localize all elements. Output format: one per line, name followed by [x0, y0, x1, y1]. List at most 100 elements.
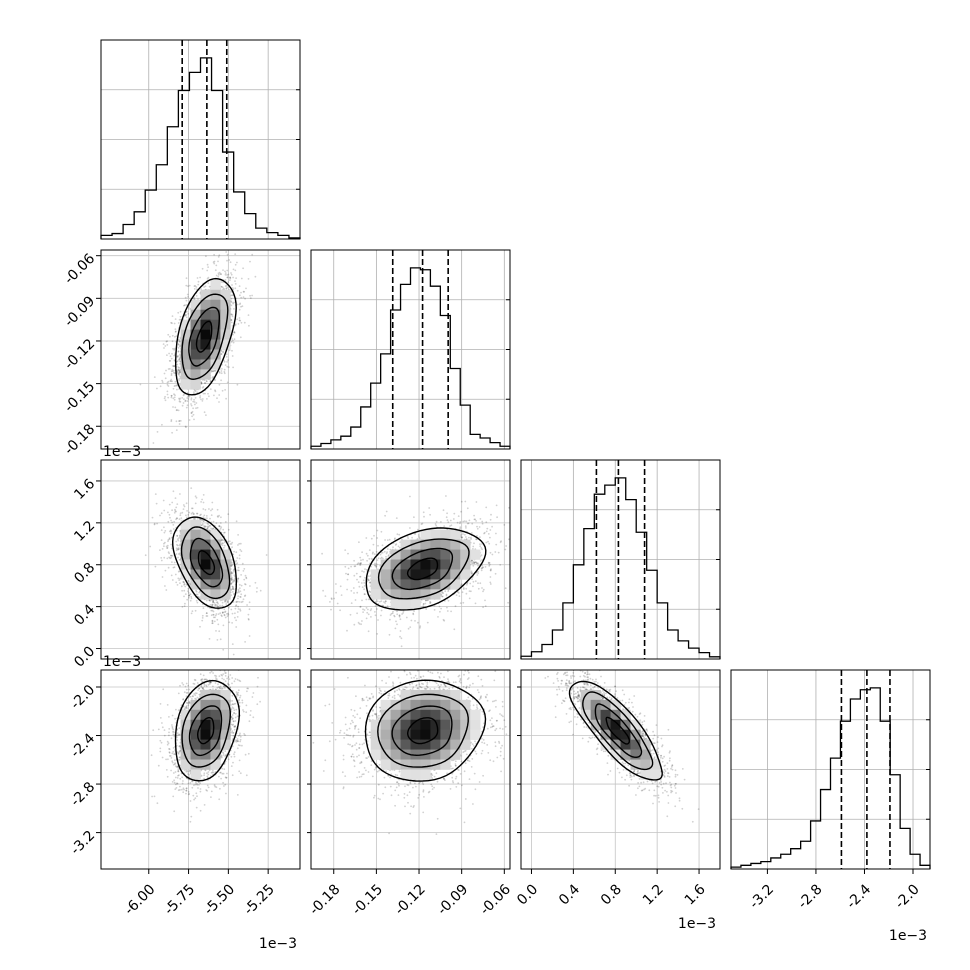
sample-point [464, 500, 467, 503]
sample-point [166, 546, 169, 549]
sample-point [234, 324, 237, 327]
sample-point [179, 397, 182, 400]
sample-point [429, 600, 431, 603]
sample-point [193, 298, 195, 300]
sample-point [211, 609, 214, 612]
sample-point [241, 600, 244, 603]
sample-point [229, 261, 232, 264]
sample-point [217, 613, 220, 615]
sample-point [243, 595, 246, 597]
sample-point [232, 288, 235, 291]
sample-point [176, 548, 179, 551]
sample-point [206, 527, 209, 530]
sample-point [209, 380, 212, 383]
sample-point [208, 508, 210, 510]
sample-point [179, 512, 182, 515]
sample-point [187, 398, 190, 400]
sample-point [259, 589, 262, 592]
sample-point [224, 611, 226, 614]
density-cell [210, 309, 221, 320]
hist-panel-0 [100, 39, 301, 240]
sample-point [178, 345, 181, 348]
sample-point [230, 321, 233, 324]
sample-point [442, 618, 445, 621]
sample-point [191, 507, 194, 510]
sample-point [429, 601, 432, 604]
sample-point [177, 354, 179, 357]
sample-point [166, 557, 169, 560]
sample-point [221, 544, 224, 547]
sample-point [175, 553, 178, 555]
sample-point [179, 363, 182, 365]
sample-point [230, 272, 232, 274]
sample-point [167, 380, 170, 383]
sample-point [205, 599, 208, 602]
sample-point [194, 609, 197, 612]
sample-point [185, 284, 188, 287]
sample-point [214, 379, 216, 382]
sample-point [240, 291, 242, 294]
sample-point [182, 508, 185, 510]
sample-point [470, 532, 473, 534]
sample-point [190, 487, 193, 489]
sample-point [462, 588, 465, 590]
sample-point [188, 583, 191, 585]
sample-point [215, 522, 218, 525]
sample-point [170, 380, 172, 383]
density-cell [200, 529, 211, 540]
sample-point [208, 525, 211, 527]
sample-point [228, 245, 230, 247]
sample-point [239, 608, 242, 611]
sample-point [447, 521, 450, 523]
sample-point [174, 508, 176, 511]
sample-point [222, 287, 225, 290]
sample-point [231, 578, 234, 581]
sample-point [175, 547, 178, 550]
sample-point [163, 347, 165, 349]
contour-line [181, 293, 229, 381]
sample-point [197, 298, 199, 300]
sample-point [236, 562, 239, 565]
sample-point [482, 566, 485, 569]
sample-point [224, 279, 227, 281]
sample-point [231, 581, 234, 583]
sample-point [209, 388, 212, 390]
sample-point [389, 614, 392, 616]
sample-point [213, 253, 216, 256]
sample-point [217, 275, 220, 278]
sample-point [212, 600, 214, 603]
sample-point [249, 294, 252, 297]
sample-point [217, 272, 220, 275]
sample-point [368, 558, 371, 560]
sample-point [163, 531, 166, 534]
sample-point [223, 544, 226, 547]
sample-point [170, 556, 173, 559]
sample-point [232, 276, 235, 279]
sample-point [170, 374, 173, 377]
sample-point [480, 554, 483, 556]
sample-point [218, 254, 221, 257]
density-cell [190, 349, 201, 360]
sample-point [244, 583, 246, 585]
sample-point [249, 297, 252, 299]
sample-point [240, 321, 243, 324]
sample-point [228, 366, 230, 368]
sample-point [168, 360, 171, 362]
sample-point [227, 359, 229, 361]
sample-point [178, 400, 181, 403]
sample-point [174, 331, 177, 333]
sample-point [191, 511, 194, 514]
sample-point [179, 534, 182, 537]
sample-point [224, 270, 226, 273]
sample-point [232, 366, 235, 369]
sample-point [174, 318, 177, 320]
sample-point [200, 501, 203, 503]
sample-point [239, 319, 242, 322]
sample-point [207, 526, 210, 528]
sample-point [230, 572, 233, 574]
sample-point [208, 599, 211, 602]
sample-point [386, 548, 389, 550]
sample-point [221, 286, 224, 289]
sample-point [475, 501, 478, 503]
sample-point [152, 442, 155, 444]
